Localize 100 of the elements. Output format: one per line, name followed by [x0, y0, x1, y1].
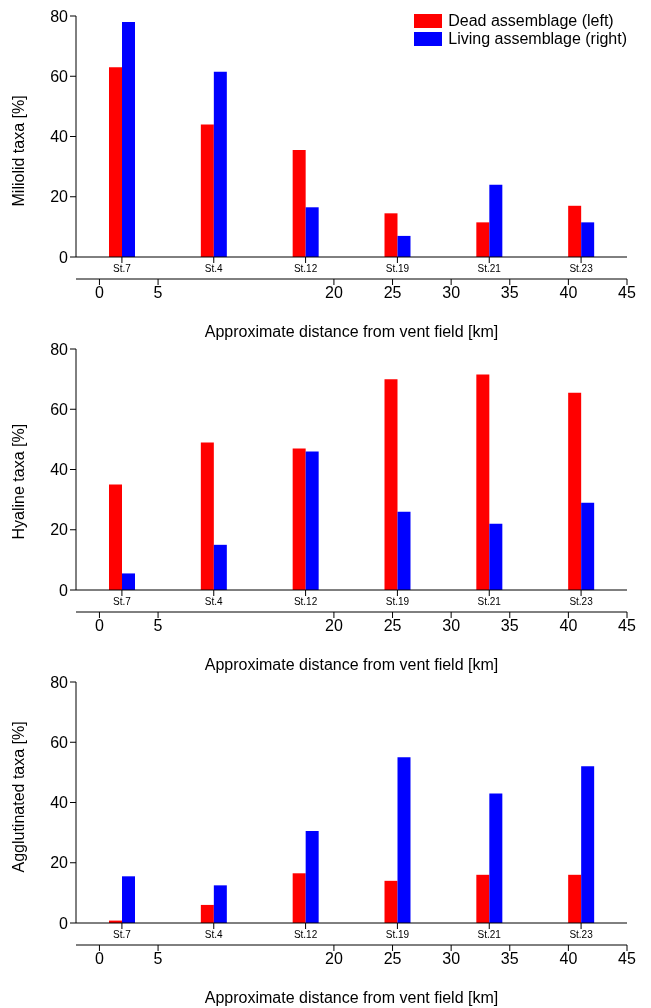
x2-tick-label: 40 — [559, 617, 578, 635]
bar — [397, 235, 411, 257]
legend-label: Dead assemblage (left) — [448, 12, 614, 30]
x-tick-label: St.7 — [113, 929, 132, 941]
bar — [109, 484, 122, 590]
x2-tick-label: 40 — [559, 284, 578, 302]
bar — [109, 67, 122, 257]
bar — [384, 880, 398, 923]
bar — [384, 213, 398, 257]
x-tick-label: St.19 — [385, 263, 410, 275]
bar — [489, 793, 503, 923]
bar — [292, 873, 306, 923]
y-tick-label: 20 — [50, 188, 69, 206]
x-tick-label: St.19 — [385, 596, 410, 608]
bar — [581, 766, 595, 923]
x-tick-label: St.12 — [293, 929, 318, 941]
y-tick-label: 20 — [50, 854, 69, 872]
bar — [397, 511, 411, 590]
y-tick-label: 80 — [50, 7, 69, 25]
x2-tick-label: 25 — [383, 617, 402, 635]
x-tick-label: St.4 — [204, 596, 224, 608]
x-axis-title: Approximate distance from vent field [km] — [204, 656, 499, 673]
bar — [292, 448, 306, 590]
bar — [213, 885, 227, 923]
bar — [476, 222, 490, 257]
x2-tick-label: 0 — [94, 617, 104, 635]
bar — [489, 184, 503, 257]
bar — [200, 904, 214, 923]
x-tick-label: St.12 — [293, 263, 318, 275]
bar — [305, 207, 319, 257]
x2-tick-label: 25 — [383, 950, 402, 968]
y-tick-label: 60 — [50, 400, 69, 418]
bar — [568, 392, 582, 590]
x2-tick-label: 20 — [325, 284, 343, 302]
bar — [476, 374, 490, 590]
x2-tick-label: 45 — [618, 284, 636, 302]
x-tick-label: St.21 — [477, 929, 502, 941]
x-tick-label: St.21 — [477, 596, 502, 608]
bar — [292, 150, 306, 257]
x2-tick-label: 20 — [325, 617, 343, 635]
y-tick-label: 60 — [50, 733, 69, 751]
x-tick-label: St.7 — [113, 596, 132, 608]
x2-tick-label: 25 — [383, 284, 402, 302]
bar — [122, 22, 135, 257]
x2-tick-label: 30 — [442, 950, 461, 968]
bar — [568, 874, 582, 923]
bar — [122, 573, 135, 590]
y-axis-title: Hyaline taxa [%] — [9, 423, 27, 540]
x2-tick-label: 35 — [500, 617, 519, 635]
y-tick-label: 40 — [50, 794, 69, 812]
bar — [305, 831, 319, 923]
bar — [476, 874, 490, 923]
x-tick-label: St.4 — [204, 929, 224, 941]
bar — [489, 523, 503, 590]
x2-tick-label: 40 — [559, 950, 578, 968]
y-tick-label: 80 — [50, 673, 69, 691]
bar — [213, 71, 227, 257]
y-tick-label: 40 — [50, 461, 69, 479]
x-tick-label: St.4 — [204, 263, 224, 275]
x-tick-label: St.21 — [477, 263, 502, 275]
y-axis-title: Agglutinated taxa [%] — [9, 721, 27, 873]
x-axis-title: Approximate distance from vent field [km] — [204, 989, 499, 1006]
bar — [213, 544, 227, 590]
x-axis-title: Approximate distance from vent field [km] — [204, 323, 499, 340]
x2-tick-label: 35 — [500, 950, 519, 968]
y-tick-label: 0 — [59, 248, 69, 266]
bar — [397, 757, 411, 923]
x2-tick-label: 30 — [442, 617, 461, 635]
y-axis-title: Miliolid taxa [%] — [9, 95, 27, 207]
x2-tick-label: 5 — [153, 617, 163, 635]
y-tick-label: 0 — [59, 581, 69, 599]
y-tick-label: 0 — [59, 914, 69, 932]
x-tick-label: St.19 — [385, 929, 410, 941]
x2-tick-label: 20 — [325, 950, 343, 968]
x2-tick-label: 5 — [153, 284, 163, 302]
x-tick-label: St.23 — [569, 263, 594, 275]
y-tick-label: 20 — [50, 521, 69, 539]
bar — [122, 876, 135, 923]
y-tick-label: 40 — [50, 128, 69, 146]
x2-tick-label: 35 — [500, 284, 519, 302]
bar — [200, 442, 214, 590]
x2-tick-label: 5 — [153, 950, 163, 968]
x-tick-label: St.23 — [569, 929, 594, 941]
x-tick-label: St.12 — [293, 596, 318, 608]
bar — [384, 379, 398, 590]
x2-tick-label: 30 — [442, 284, 461, 302]
x2-tick-label: 0 — [94, 950, 104, 968]
bar — [200, 124, 214, 257]
bar — [568, 205, 582, 257]
bar — [581, 222, 595, 257]
x-tick-label: St.7 — [113, 263, 132, 275]
y-tick-label: 80 — [50, 340, 69, 358]
x2-tick-label: 45 — [618, 617, 636, 635]
bar — [581, 502, 595, 590]
x-tick-label: St.23 — [569, 596, 594, 608]
bar — [305, 451, 319, 590]
legend-label: Living assemblage (right) — [448, 30, 627, 48]
x2-tick-label: 45 — [618, 950, 636, 968]
x2-tick-label: 0 — [94, 284, 104, 302]
y-tick-label: 60 — [50, 67, 69, 85]
